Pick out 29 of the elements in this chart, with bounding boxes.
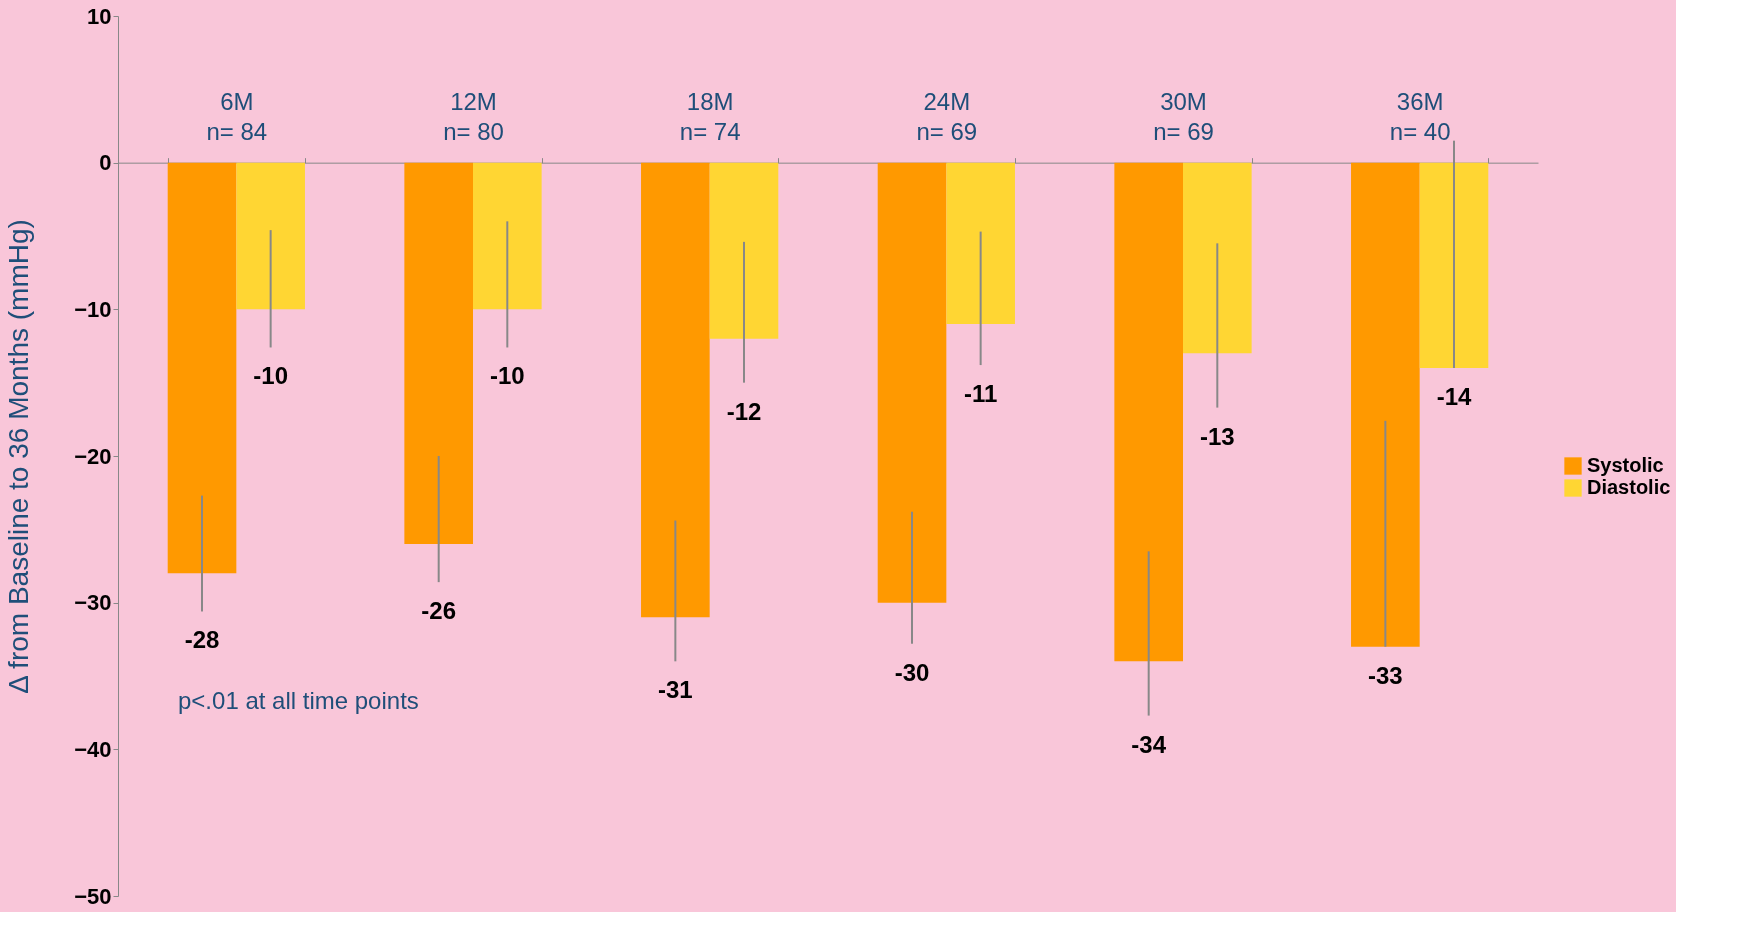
y-tick-label: 0 xyxy=(99,150,112,176)
data-label: -14 xyxy=(1436,383,1472,410)
data-label: -34 xyxy=(1131,730,1167,758)
annotation: p<.01 at all time points xyxy=(178,687,419,715)
x-tick-label: 24M n= 69 xyxy=(916,88,978,146)
data-label: -10 xyxy=(253,362,288,390)
x-tick-label: 12M n= 80 xyxy=(443,88,504,146)
data-label: -28 xyxy=(184,626,220,654)
y-tick-label: −30 xyxy=(74,590,112,616)
y-tick-label: −10 xyxy=(74,296,112,322)
data-label: -26 xyxy=(421,597,457,625)
data-label: -11 xyxy=(963,380,998,408)
data-label: -13 xyxy=(1199,422,1235,450)
y-tick-label: −40 xyxy=(74,736,112,762)
y-tick-label: 10 xyxy=(87,3,112,29)
x-tick-label: 36M n= 40 xyxy=(1389,88,1451,146)
y-tick-label: −50 xyxy=(74,883,112,909)
data-label: -33 xyxy=(1368,661,1403,689)
x-tick-label: 6M n= 84 xyxy=(206,88,268,146)
x-tick-label: 18M n= 74 xyxy=(679,88,741,146)
y-tick-label: −20 xyxy=(74,443,112,469)
data-label: -12 xyxy=(726,397,762,425)
legend-label: Systolic xyxy=(1587,454,1664,476)
y-axis-title: Δ from Baseline to 36 Months (mmHg) xyxy=(3,219,35,694)
data-label: -31 xyxy=(658,676,693,704)
data-label: -10 xyxy=(489,362,525,390)
data-label: -30 xyxy=(894,658,930,686)
x-tick-label: 30M n= 69 xyxy=(1153,88,1214,146)
legend-label: Diastolic xyxy=(1587,476,1671,498)
